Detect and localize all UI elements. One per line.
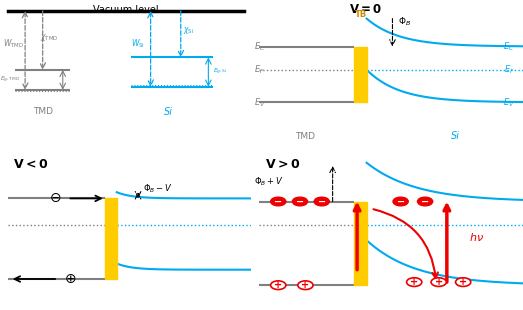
Text: −: − (274, 197, 282, 206)
Text: $\ominus$: $\ominus$ (49, 191, 61, 206)
Text: +: + (459, 277, 467, 287)
Circle shape (417, 197, 433, 206)
Text: $\Phi_B$: $\Phi_B$ (398, 16, 411, 28)
Circle shape (406, 278, 422, 286)
Text: +: + (435, 277, 443, 287)
Text: $\chi_\mathrm{Si}$: $\chi_\mathrm{Si}$ (183, 25, 195, 37)
Circle shape (314, 197, 329, 206)
Circle shape (456, 278, 471, 286)
Text: $\chi_\mathrm{TMD}$: $\chi_\mathrm{TMD}$ (40, 32, 59, 43)
Text: $\Phi_B - V$: $\Phi_B - V$ (143, 183, 173, 195)
Text: $E_C$: $E_C$ (504, 40, 515, 53)
Text: $W_\mathrm{Si}$: $W_\mathrm{Si}$ (131, 37, 144, 50)
Text: $\bf{V > 0}$: $\bf{V > 0}$ (265, 158, 300, 171)
Text: TMD: TMD (295, 132, 315, 141)
Text: TB: TB (355, 10, 367, 19)
Text: TMD: TMD (32, 107, 53, 116)
Circle shape (298, 281, 313, 290)
Text: $E_F$: $E_F$ (254, 64, 265, 76)
Bar (355, 46, 367, 102)
Text: $W_\mathrm{TMD}$: $W_\mathrm{TMD}$ (3, 37, 24, 50)
Text: $\oplus$: $\oplus$ (64, 272, 76, 286)
Circle shape (393, 197, 408, 206)
Text: −: − (317, 197, 326, 206)
Text: $E_V$: $E_V$ (254, 96, 265, 108)
Text: $E_V$: $E_V$ (503, 96, 515, 108)
Text: +: + (410, 277, 418, 287)
Text: +: + (274, 280, 282, 290)
Circle shape (270, 281, 286, 290)
Text: $\bf{V < 0}$: $\bf{V < 0}$ (13, 158, 48, 171)
Text: −: − (421, 197, 429, 206)
Text: $E_{g,\mathrm{TMD}}$: $E_{g,\mathrm{TMD}}$ (0, 75, 20, 85)
Text: $\bf{V = 0}$: $\bf{V = 0}$ (349, 3, 382, 16)
Text: Vacuum level: Vacuum level (93, 5, 158, 15)
Circle shape (292, 197, 308, 206)
Text: Si: Si (450, 131, 460, 141)
Bar (106, 198, 117, 279)
Text: $h\nu$: $h\nu$ (469, 231, 484, 243)
Text: −: − (296, 197, 304, 206)
Text: $E_C$: $E_C$ (254, 40, 265, 53)
Bar (355, 202, 367, 285)
Text: $\Phi_B + V$: $\Phi_B + V$ (254, 175, 283, 188)
Text: $E_F$: $E_F$ (504, 64, 515, 76)
Text: Si: Si (164, 107, 173, 117)
Text: −: − (396, 197, 405, 206)
Circle shape (270, 197, 286, 206)
Circle shape (431, 278, 446, 286)
Text: $E_{g,\mathrm{Si}}$: $E_{g,\mathrm{Si}}$ (213, 67, 228, 77)
Text: +: + (301, 280, 310, 290)
